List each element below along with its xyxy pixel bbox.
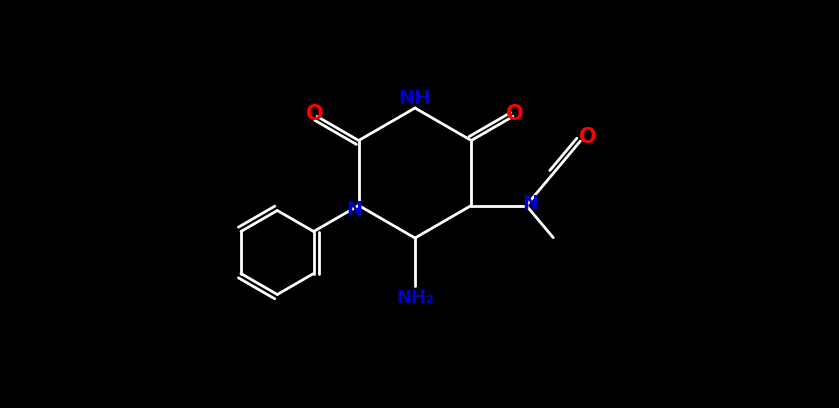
Text: NH: NH bbox=[399, 89, 431, 107]
Text: N: N bbox=[522, 194, 539, 213]
Text: N: N bbox=[347, 200, 362, 219]
Text: O: O bbox=[306, 104, 324, 124]
Text: O: O bbox=[506, 104, 524, 124]
Text: NH₂: NH₂ bbox=[396, 289, 434, 307]
Text: O: O bbox=[580, 127, 597, 147]
